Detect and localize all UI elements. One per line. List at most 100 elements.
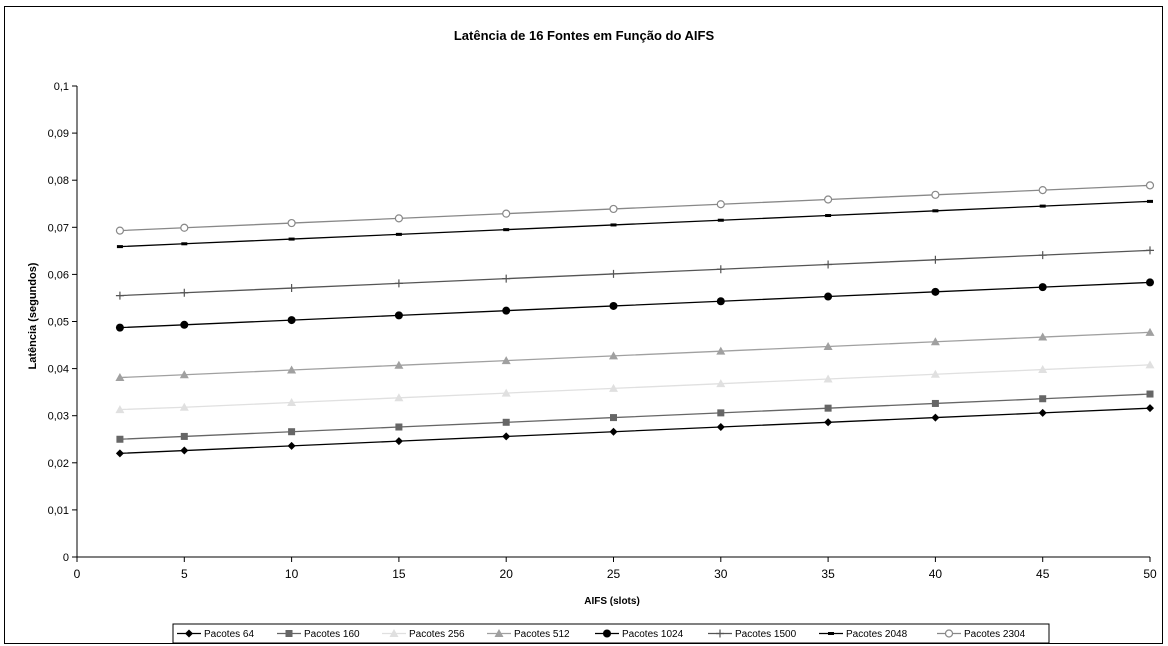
data-point [116,435,124,443]
data-point [610,223,617,227]
data-point [1146,278,1154,287]
legend-label: Pacotes 1024 [622,629,684,640]
data-point [609,269,618,278]
series-line [119,393,1151,440]
chart-title: Latência de 16 Fontes em Função do AIFS [453,28,715,43]
y-tick-label: 0,03 [48,411,69,423]
legend-label: Pacotes 1500 [735,629,797,640]
y-tick-label: 0,08 [48,175,69,187]
legend-item: Pacotes 64 [177,629,254,640]
x-tick-label: 45 [1036,567,1050,581]
data-point [716,423,725,432]
series-pacotes-256 [115,360,1155,414]
data-point [932,209,939,213]
data-point [287,284,296,293]
legend-item: Pacotes 1024 [595,629,684,640]
data-point [610,414,617,422]
data-point [825,214,832,218]
chart-frame [4,6,1163,644]
legend-item: Pacotes 2304 [937,629,1026,640]
legend-item: Pacotes 160 [277,629,360,640]
data-point [1039,204,1046,208]
data-point [394,279,403,288]
data-point [931,399,939,407]
data-point [716,297,725,306]
y-tick-label: 0,01 [48,505,69,517]
x-tick-label: 15 [392,567,406,581]
legend: Pacotes 64 Pacotes 160 Pacotes 256 Pacotes … [172,623,1050,644]
x-tick-label: 20 [500,567,514,581]
data-point [1038,283,1047,292]
data-point [823,374,833,383]
x-tick-label: 0 [74,567,81,581]
data-point [824,260,833,269]
legend-label: Pacotes 2304 [964,629,1026,640]
y-tick-label: 0,06 [48,269,69,281]
legend-marker [716,629,724,638]
data-point [115,449,124,458]
x-axis-ticks: 0 5 10 15 20 25 30 35 40 45 50 [74,557,1157,581]
data-point [180,223,189,232]
data-point [115,405,125,414]
data-point [115,226,125,235]
data-point [287,316,296,325]
data-point [931,255,940,264]
data-point [716,379,726,388]
data-point [115,323,124,332]
data-point [287,398,297,407]
data-point [824,418,833,427]
data-point [824,404,832,412]
y-tick-label: 0,09 [48,128,69,140]
data-point [1038,365,1048,374]
data-point [1146,390,1154,398]
x-tick-label: 30 [714,567,728,581]
data-point [931,190,940,199]
data-point [395,423,403,431]
y-tick-label: 0,04 [48,364,69,376]
legend-marker [494,629,504,637]
data-point [930,369,940,378]
data-point [931,413,940,422]
legend-label: Pacotes 2048 [846,629,908,640]
data-point [116,245,123,249]
data-point [394,360,404,369]
legend-label: Pacotes 160 [304,629,360,640]
data-point [179,370,189,379]
legend-item: Pacotes 2048 [819,629,908,640]
data-point [609,204,618,214]
y-axis-label: Latência (segundos) [27,262,39,369]
legend-marker [828,632,834,635]
data-point [824,292,833,301]
data-point [1038,251,1047,260]
data-point [1038,332,1048,341]
data-point [1146,404,1154,413]
series-line [119,364,1151,411]
x-axis-label: AIFS (slots) [584,596,640,607]
data-point [823,195,833,204]
data-point [930,337,940,346]
data-point [609,383,618,392]
data-point [502,306,511,315]
x-tick-label: 25 [607,567,621,581]
data-point [1147,199,1153,203]
series-pacotes-2048 [116,199,1153,249]
legend-item: Pacotes 512 [487,629,570,640]
data-point [609,427,618,436]
legend-label: Pacotes 64 [204,629,254,640]
data-point [502,209,511,218]
data-point [287,441,296,450]
legend-item: Pacotes 1500 [708,629,797,640]
series-pacotes-160 [116,390,1154,443]
legend-marker [389,629,399,637]
data-point [716,346,726,355]
data-point [180,432,188,440]
data-point [501,356,511,365]
legend-item: Pacotes 256 [382,629,465,640]
series-pacotes-64 [115,404,1154,458]
data-point [394,214,403,223]
data-point [931,287,940,296]
y-tick-label: 0,1 [54,81,69,93]
series-layer [115,181,1155,458]
x-tick-label: 5 [181,567,188,581]
